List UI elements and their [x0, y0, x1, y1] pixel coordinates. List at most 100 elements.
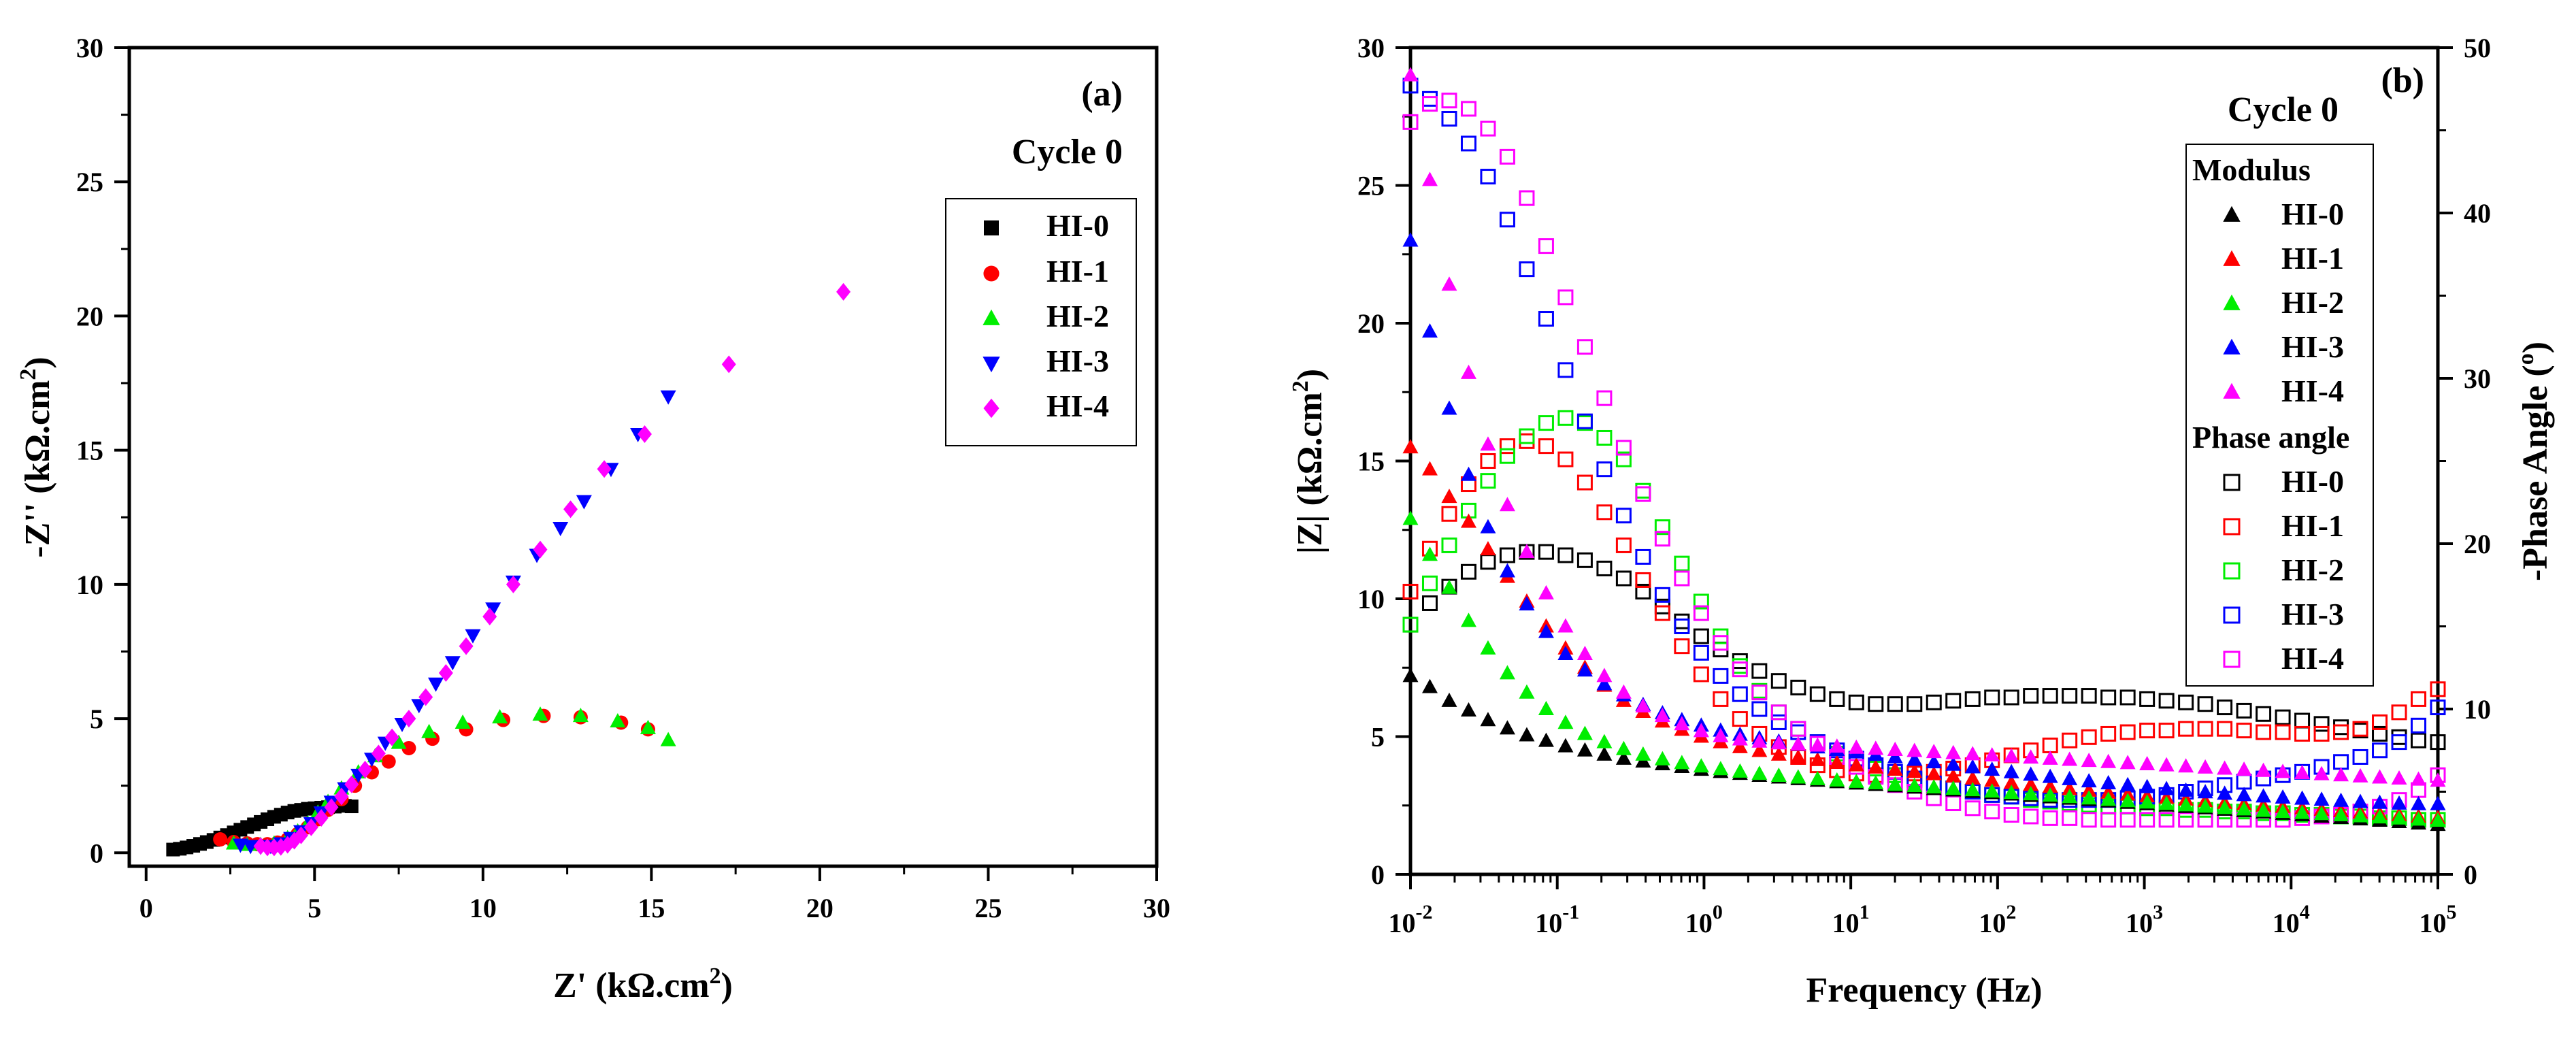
phase-point-hi-4 — [1674, 570, 1690, 587]
data-point-hi-3 — [485, 602, 501, 617]
modulus-point-hi-3 — [2236, 787, 2252, 802]
modulus-point-hi-1 — [1441, 489, 1457, 504]
modulus-point-hi-3 — [2411, 795, 2427, 810]
phase-series-hi-4 — [1402, 93, 2446, 828]
modulus-point-hi-4 — [1402, 67, 1419, 82]
legend-marker-hi-4 — [983, 398, 1000, 418]
data-point-hi-3 — [444, 656, 461, 671]
phase-point-hi-1 — [2178, 721, 2194, 737]
modulus-point-hi-0 — [1460, 702, 1476, 717]
modulus-point-hi-4 — [2411, 771, 2427, 786]
data-point-hi-4 — [344, 775, 359, 793]
phase-point-hi-1 — [2256, 724, 2272, 740]
phase-point-hi-1 — [2294, 725, 2311, 742]
modulus-point-hi-3 — [1945, 756, 1962, 771]
modulus-point-hi-0 — [1519, 727, 1535, 742]
modulus-point-hi-2 — [2042, 787, 2058, 802]
phase-point-hi-0 — [2062, 688, 2078, 704]
modulus-point-hi-4 — [2158, 757, 2175, 772]
modulus-point-hi-1 — [2100, 784, 2117, 799]
modulus-point-hi-4 — [2313, 766, 2330, 780]
y2-tick-label: 20 — [2464, 529, 2491, 559]
phase-point-hi-0 — [1906, 696, 1923, 712]
phase-point-hi-0 — [2256, 706, 2272, 722]
phase-point-hi-4 — [2042, 810, 2058, 826]
x-tick-label: 20 — [806, 893, 833, 923]
modulus-point-hi-0 — [1480, 712, 1496, 727]
phase-point-hi-1 — [1557, 451, 1574, 467]
modulus-point-hi-4 — [2139, 756, 2156, 770]
y-tick-label: 10 — [76, 570, 103, 600]
phase-point-hi-4 — [1421, 96, 1438, 112]
modulus-point-hi-2 — [1770, 768, 1787, 783]
modulus-point-hi-2 — [2197, 798, 2213, 813]
phase-point-hi-0 — [2333, 719, 2349, 736]
phase-point-hi-2 — [1519, 428, 1535, 444]
modulus-point-hi-2 — [1713, 761, 1729, 776]
modulus-point-hi-4 — [1926, 744, 1942, 759]
modulus-point-hi-4 — [1868, 740, 1884, 755]
phase-point-hi-3 — [2333, 754, 2349, 770]
phase-point-hi-1 — [2275, 724, 2291, 740]
phase-point-hi-0 — [1732, 653, 1748, 670]
y2-tick-label: 10 — [2464, 694, 2491, 725]
phase-point-hi-0 — [2003, 689, 2019, 706]
modulus-point-hi-3 — [1460, 466, 1476, 481]
modulus-point-hi-2 — [2081, 790, 2097, 805]
phase-point-hi-2 — [1654, 519, 1670, 536]
modulus-point-hi-3 — [2119, 776, 2136, 791]
phase-point-hi-2 — [1499, 448, 1515, 464]
phase-point-hi-4 — [1402, 114, 1419, 130]
modulus-point-hi-2 — [2217, 800, 2233, 814]
modulus-point-hi-2 — [2411, 811, 2427, 826]
phase-point-hi-2 — [1693, 593, 1709, 610]
legend-phase-marker-hi-4 — [2223, 651, 2241, 668]
phase-point-hi-3 — [2391, 734, 2407, 751]
modulus-point-hi-2 — [2062, 789, 2078, 804]
phase-point-hi-0 — [1499, 547, 1515, 563]
modulus-point-hi-4 — [2236, 761, 2252, 776]
phase-point-hi-0 — [2139, 691, 2156, 707]
modulus-point-hi-4 — [2178, 758, 2194, 773]
modulus-point-hi-2 — [1421, 546, 1438, 561]
phase-point-hi-1 — [2042, 737, 2058, 753]
data-point-hi-4 — [401, 710, 416, 728]
modulus-point-hi-4 — [2042, 750, 2058, 765]
data-point-hi-4 — [371, 744, 386, 763]
modulus-point-hi-3 — [2081, 773, 2097, 788]
phase-point-hi-0 — [1460, 563, 1476, 580]
modulus-point-hi-4 — [2333, 767, 2349, 782]
phase-point-hi-3 — [2236, 774, 2252, 790]
phase-point-hi-4 — [1615, 440, 1632, 456]
phase-point-hi-0 — [2023, 688, 2039, 704]
modulus-point-hi-4 — [1615, 684, 1632, 699]
series-hi-3 — [232, 390, 676, 855]
modulus-point-hi-3 — [2062, 770, 2078, 785]
modulus-point-hi-3 — [2294, 790, 2311, 805]
modulus-point-hi-2 — [2256, 802, 2272, 817]
data-point-hi-4 — [506, 575, 521, 593]
phase-point-hi-2 — [1441, 537, 1457, 553]
modulus-point-hi-4 — [2294, 764, 2311, 779]
phase-point-hi-1 — [1693, 666, 1709, 682]
modulus-point-hi-4 — [1713, 727, 1729, 742]
modulus-point-hi-1 — [2003, 774, 2019, 789]
modulus-point-hi-4 — [1576, 646, 1593, 660]
phase-point-hi-4 — [1635, 486, 1651, 502]
phase-point-hi-3 — [1499, 212, 1515, 228]
modulus-point-hi-2 — [2391, 810, 2407, 825]
modulus-point-hi-4 — [1829, 738, 1845, 753]
data-point-hi-2 — [660, 731, 676, 746]
modulus-point-hi-3 — [2003, 763, 2019, 778]
phase-point-hi-1 — [1615, 537, 1632, 553]
panel-b-label: (b) — [2381, 61, 2424, 100]
data-point-hi-4 — [637, 425, 652, 443]
modulus-point-hi-4 — [2275, 763, 2291, 778]
modulus-point-hi-3 — [1887, 748, 1903, 763]
modulus-point-hi-1 — [1984, 772, 2000, 787]
phase-point-hi-2 — [1421, 575, 1438, 591]
data-point-hi-3 — [411, 699, 427, 714]
phase-point-hi-3 — [1635, 548, 1651, 565]
data-point-hi-3 — [465, 629, 481, 644]
modulus-point-hi-1 — [1887, 761, 1903, 776]
